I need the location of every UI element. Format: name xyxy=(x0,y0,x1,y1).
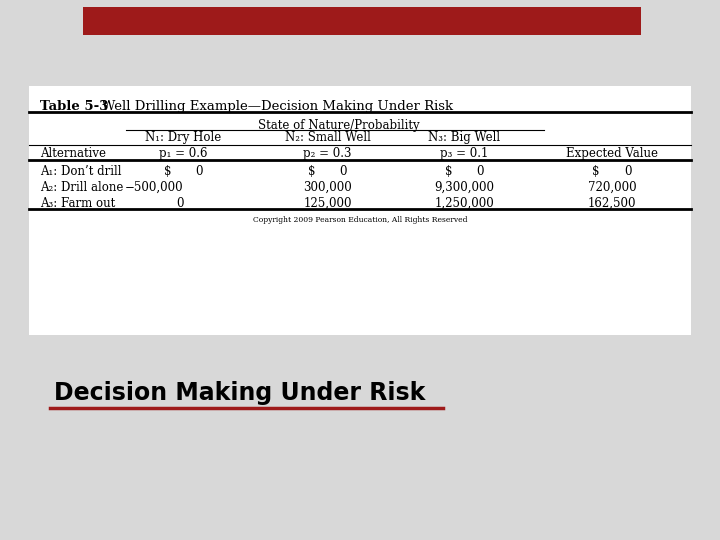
Text: 0: 0 xyxy=(340,165,347,178)
Text: p₂ = 0.3: p₂ = 0.3 xyxy=(303,147,352,160)
Text: Expected Value: Expected Value xyxy=(566,147,658,160)
Text: Table 5-3: Table 5-3 xyxy=(40,100,108,113)
Text: 0: 0 xyxy=(624,165,631,178)
Text: 162,500: 162,500 xyxy=(588,197,636,210)
Text: 0: 0 xyxy=(176,197,184,210)
Text: $: $ xyxy=(593,165,600,178)
Text: 9,300,000: 9,300,000 xyxy=(434,181,495,194)
Text: $: $ xyxy=(164,165,171,178)
Text: State of Nature/Probability: State of Nature/Probability xyxy=(258,119,419,132)
Text: 0: 0 xyxy=(477,165,484,178)
Text: N₂: Small Well: N₂: Small Well xyxy=(284,131,371,144)
Text: Decision Making Under Risk: Decision Making Under Risk xyxy=(54,381,426,404)
Text: $: $ xyxy=(308,165,315,178)
Text: 300,000: 300,000 xyxy=(303,181,352,194)
Text: −500,000: −500,000 xyxy=(125,181,184,194)
Text: 1,250,000: 1,250,000 xyxy=(435,197,494,210)
Text: Copyright 2009 Pearson Education, All Rights Reserved: Copyright 2009 Pearson Education, All Ri… xyxy=(253,216,467,224)
Text: Alternative: Alternative xyxy=(40,147,106,160)
Text: N₁: Dry Hole: N₁: Dry Hole xyxy=(145,131,222,144)
Text: A₃: Farm out: A₃: Farm out xyxy=(40,197,115,210)
Text: A₁: Don’t drill: A₁: Don’t drill xyxy=(40,165,121,178)
Text: p₃ = 0.1: p₃ = 0.1 xyxy=(440,147,489,160)
Text: 125,000: 125,000 xyxy=(303,197,352,210)
Text: Well Drilling Example—Decision Making Under Risk: Well Drilling Example—Decision Making Un… xyxy=(89,100,453,113)
Text: 0: 0 xyxy=(196,165,203,178)
Text: N₃: Big Well: N₃: Big Well xyxy=(428,131,500,144)
Text: 720,000: 720,000 xyxy=(588,181,636,194)
Text: p₁ = 0.6: p₁ = 0.6 xyxy=(159,147,208,160)
Text: $: $ xyxy=(445,165,452,178)
Text: A₂: Drill alone: A₂: Drill alone xyxy=(40,181,123,194)
